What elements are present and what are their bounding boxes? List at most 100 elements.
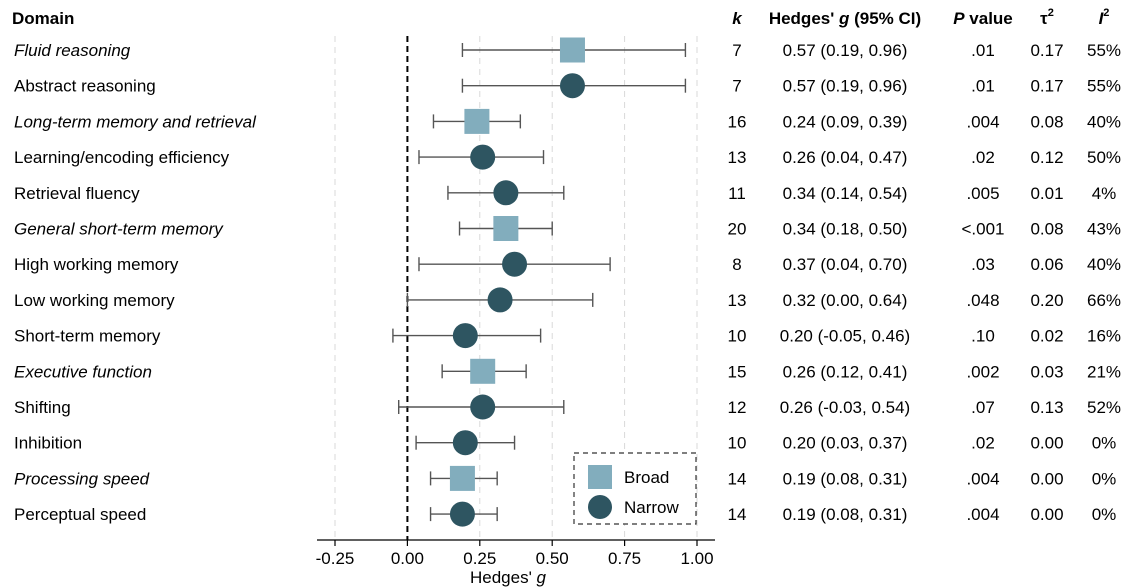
broad-square-marker <box>470 358 496 384</box>
cell-effect: 0.26 (0.04, 0.47) <box>783 148 908 167</box>
cell-p-value: .10 <box>971 327 995 346</box>
x-tick-label: 0.50 <box>536 549 569 568</box>
narrow-circle-marker <box>502 251 528 277</box>
cell-tau2: 0.08 <box>1030 112 1063 131</box>
cell-p-value: .03 <box>971 255 995 274</box>
narrow-circle-marker <box>470 144 496 170</box>
domain-label: Long-term memory and retrieval <box>14 112 257 131</box>
header-hedges-italic-g: g <box>838 9 850 28</box>
narrow-circle-marker <box>452 323 478 349</box>
header-p-italic: P <box>953 9 965 28</box>
domain-label: Inhibition <box>14 434 82 453</box>
cell-k: 10 <box>728 327 747 346</box>
cell-i2: 40% <box>1087 112 1121 131</box>
broad-square-marker <box>559 37 585 63</box>
cell-p-value: .02 <box>971 148 995 167</box>
cell-effect: 0.26 (-0.03, 0.54) <box>780 398 910 417</box>
narrow-circle-marker <box>493 180 519 206</box>
cell-p-value: .004 <box>966 469 999 488</box>
domain-label: Learning/encoding efficiency <box>14 148 230 167</box>
domain-labels: Fluid reasoning Abstract reasoning Long-te… <box>14 41 257 524</box>
cell-k: 15 <box>728 362 747 381</box>
stats-table: 7 0.57 (0.19, 0.96) .01 0.17 55% 7 0.57 (0.19,… <box>728 41 1121 524</box>
narrow-circle-marker <box>449 501 475 527</box>
cell-p-value: .01 <box>971 77 995 96</box>
x-axis: -0.25 0.00 0.25 0.50 0.75 1.00 <box>316 539 715 568</box>
broad-square-marker <box>493 216 519 241</box>
cell-i2: 0% <box>1092 505 1117 524</box>
cell-effect: 0.37 (0.04, 0.70) <box>783 255 908 274</box>
header-tau-sup: 2 <box>1048 7 1054 19</box>
cell-tau2: 0.00 <box>1030 505 1063 524</box>
cell-tau2: 0.06 <box>1030 255 1063 274</box>
cell-i2: 55% <box>1087 41 1121 60</box>
header-tau: τ <box>1040 9 1048 28</box>
cell-tau2: 0.08 <box>1030 220 1063 239</box>
cell-k: 13 <box>728 148 747 167</box>
header-domain: Domain <box>12 9 74 28</box>
cell-i2: 52% <box>1087 398 1121 417</box>
cell-effect: 0.57 (0.19, 0.96) <box>783 77 908 96</box>
legend-broad-marker <box>588 465 612 489</box>
cell-tau2: 0.00 <box>1030 434 1063 453</box>
cell-tau2: 0.17 <box>1030 41 1063 60</box>
header-tau2: τ2 <box>1040 7 1054 28</box>
cell-k: 14 <box>728 469 747 488</box>
header-i-sup: 2 <box>1103 7 1109 19</box>
cell-tau2: 0.13 <box>1030 398 1063 417</box>
x-axis-label-italic: g <box>537 568 547 587</box>
domain-label: Fluid reasoning <box>14 41 131 60</box>
cell-k: 12 <box>728 398 747 417</box>
domain-label: Processing speed <box>14 469 150 488</box>
domain-label: Short-term memory <box>14 327 161 346</box>
domain-label: Retrieval fluency <box>14 184 140 203</box>
broad-square-marker <box>449 465 475 491</box>
domain-label: Low working memory <box>14 291 175 310</box>
x-axis-label-main: Hedges' <box>470 568 537 587</box>
cell-i2: 21% <box>1087 362 1121 381</box>
cell-p-value: .005 <box>966 184 999 203</box>
cell-tau2: 0.03 <box>1030 362 1063 381</box>
x-tick-label: 0.25 <box>463 549 496 568</box>
cell-effect: 0.20 (0.03, 0.37) <box>783 434 908 453</box>
legend-narrow-label: Narrow <box>624 498 680 517</box>
cell-tau2: 0.17 <box>1030 77 1063 96</box>
cell-i2: 16% <box>1087 327 1121 346</box>
cell-k: 13 <box>728 291 747 310</box>
header-k: k <box>732 9 743 28</box>
cell-effect: 0.32 (0.00, 0.64) <box>783 291 908 310</box>
header-i: I <box>1099 9 1105 28</box>
cell-effect: 0.20 (-0.05, 0.46) <box>780 327 910 346</box>
cell-k: 14 <box>728 505 747 524</box>
cell-p-value: .02 <box>971 434 995 453</box>
narrow-circle-marker <box>559 73 585 99</box>
broad-square-marker <box>464 108 490 134</box>
narrow-circle-marker <box>487 287 513 313</box>
domain-label: General short-term memory <box>14 220 224 239</box>
point-estimates <box>449 37 585 527</box>
cell-i2: 43% <box>1087 220 1121 239</box>
narrow-circle-marker <box>470 394 496 420</box>
cell-i2: 50% <box>1087 148 1121 167</box>
x-tick-label: 0.75 <box>608 549 641 568</box>
legend: Broad Narrow <box>573 452 697 525</box>
header-hedges-g: Hedges' g (95% CI) <box>769 9 921 28</box>
domain-label: Perceptual speed <box>14 505 146 524</box>
cell-effect: 0.19 (0.08, 0.31) <box>783 505 908 524</box>
header-hedges-suffix: (95% CI) <box>849 9 921 28</box>
cell-k: 11 <box>728 184 746 203</box>
cell-p-value: .002 <box>966 362 999 381</box>
cell-k: 7 <box>732 41 741 60</box>
cell-i2: 0% <box>1092 469 1117 488</box>
cell-tau2: 0.02 <box>1030 327 1063 346</box>
cell-tau2: 0.01 <box>1030 184 1063 203</box>
cell-effect: 0.34 (0.18, 0.50) <box>783 220 908 239</box>
domain-label: Executive function <box>14 362 152 381</box>
cell-p-value: <.001 <box>961 220 1004 239</box>
cell-effect: 0.19 (0.08, 0.31) <box>783 469 908 488</box>
header-i2: I2 <box>1099 7 1110 28</box>
cell-i2: 4% <box>1092 184 1117 203</box>
cell-i2: 66% <box>1087 291 1121 310</box>
header-row: Domain k Hedges' g (95% CI) P value τ2 I… <box>12 7 1109 28</box>
